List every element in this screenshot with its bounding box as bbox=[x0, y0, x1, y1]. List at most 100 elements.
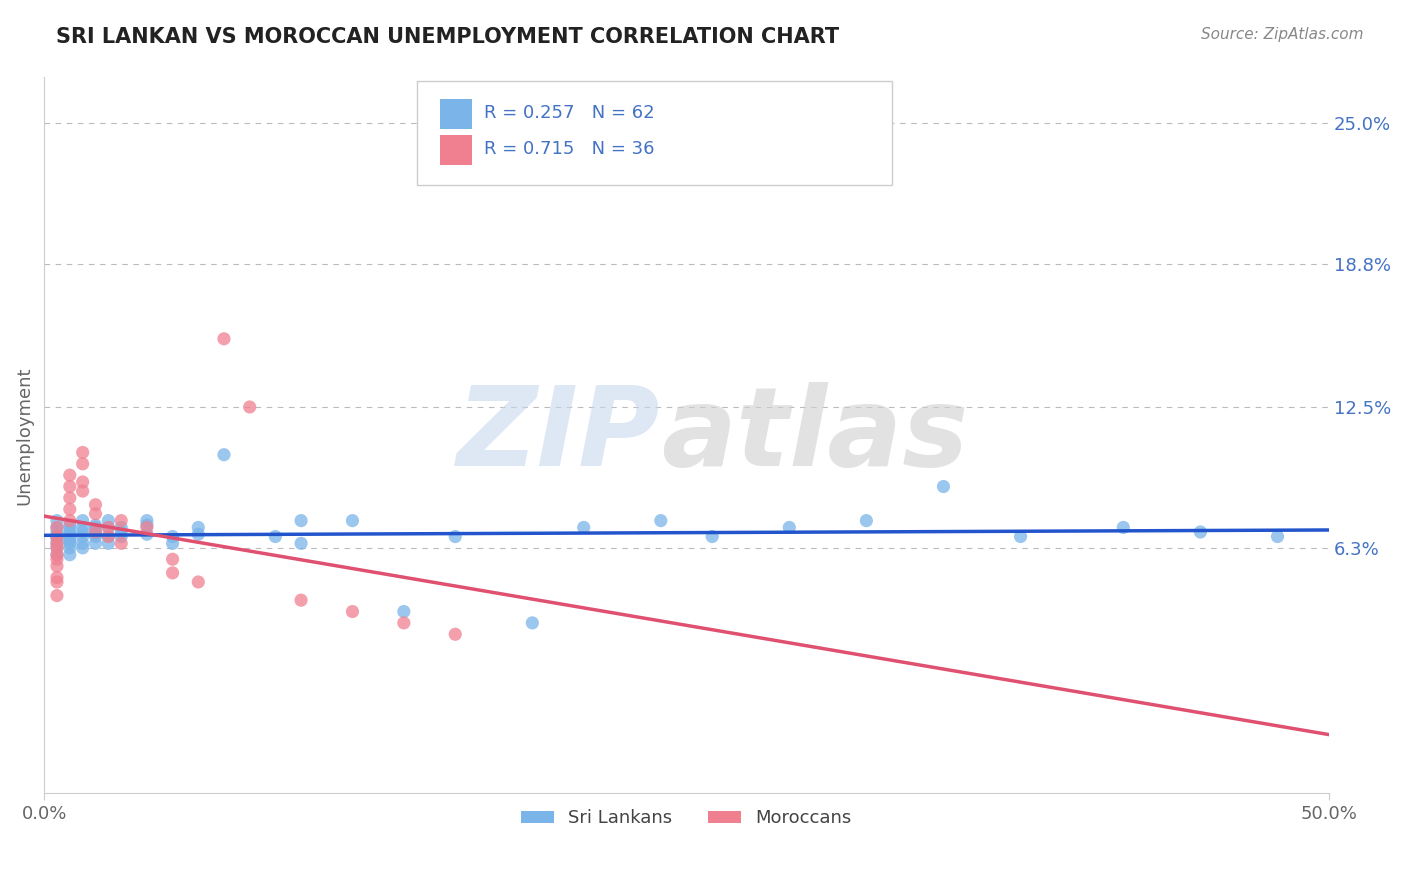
Point bbox=[342, 605, 364, 619]
Point bbox=[855, 514, 877, 528]
Point bbox=[290, 514, 312, 528]
Point bbox=[162, 552, 184, 566]
Point bbox=[46, 536, 69, 550]
Point bbox=[84, 524, 107, 539]
Text: SRI LANKAN VS MOROCCAN UNEMPLOYMENT CORRELATION CHART: SRI LANKAN VS MOROCCAN UNEMPLOYMENT CORR… bbox=[56, 27, 839, 46]
Point bbox=[59, 518, 82, 533]
Point bbox=[46, 514, 69, 528]
Point bbox=[444, 529, 467, 543]
Bar bbox=[440, 99, 472, 129]
Point bbox=[650, 514, 672, 528]
Point bbox=[97, 529, 120, 543]
Point bbox=[72, 524, 94, 539]
Point bbox=[46, 532, 69, 546]
Point bbox=[84, 520, 107, 534]
Point bbox=[46, 520, 69, 534]
Point bbox=[84, 498, 107, 512]
Point bbox=[162, 566, 184, 580]
Point bbox=[1010, 529, 1032, 543]
Point bbox=[135, 527, 157, 541]
Point bbox=[572, 520, 595, 534]
Point bbox=[46, 520, 69, 534]
Point bbox=[522, 615, 544, 630]
Point bbox=[59, 527, 82, 541]
Point bbox=[342, 514, 364, 528]
Point bbox=[702, 529, 724, 543]
Point bbox=[72, 514, 94, 528]
Point bbox=[46, 529, 69, 543]
Point bbox=[392, 605, 415, 619]
Point bbox=[59, 520, 82, 534]
Text: ZIP: ZIP bbox=[457, 382, 661, 489]
Point bbox=[46, 536, 69, 550]
Point bbox=[59, 536, 82, 550]
Point bbox=[59, 468, 82, 483]
Point bbox=[932, 479, 955, 493]
Point bbox=[46, 541, 69, 555]
Point bbox=[72, 484, 94, 499]
Point bbox=[59, 532, 82, 546]
Legend: Sri Lankans, Moroccans: Sri Lankans, Moroccans bbox=[515, 802, 859, 834]
Point bbox=[72, 520, 94, 534]
Point bbox=[59, 479, 82, 493]
Point bbox=[72, 529, 94, 543]
Point bbox=[46, 529, 69, 543]
Point bbox=[59, 548, 82, 562]
Point bbox=[1267, 529, 1289, 543]
Point bbox=[162, 529, 184, 543]
Point bbox=[46, 548, 69, 562]
Point bbox=[84, 518, 107, 533]
Text: R = 0.257   N = 62: R = 0.257 N = 62 bbox=[484, 104, 654, 122]
Point bbox=[97, 514, 120, 528]
Point bbox=[46, 559, 69, 574]
Point bbox=[187, 527, 209, 541]
Point bbox=[290, 536, 312, 550]
Text: atlas: atlas bbox=[661, 382, 969, 489]
Point bbox=[46, 548, 69, 562]
Point bbox=[84, 527, 107, 541]
Point bbox=[1112, 520, 1135, 534]
Point bbox=[162, 536, 184, 550]
Point bbox=[239, 400, 262, 414]
Point bbox=[72, 457, 94, 471]
Point bbox=[59, 514, 82, 528]
Point bbox=[444, 627, 467, 641]
Point bbox=[110, 524, 132, 539]
Point bbox=[97, 520, 120, 534]
Point bbox=[135, 518, 157, 533]
Text: R = 0.715   N = 36: R = 0.715 N = 36 bbox=[484, 140, 654, 158]
Point bbox=[110, 514, 132, 528]
Point bbox=[110, 536, 132, 550]
Point bbox=[84, 524, 107, 539]
Point bbox=[59, 529, 82, 543]
Point bbox=[135, 514, 157, 528]
Point bbox=[778, 520, 800, 534]
Point bbox=[110, 529, 132, 543]
Point bbox=[84, 536, 107, 550]
Point bbox=[59, 524, 82, 539]
Point bbox=[84, 529, 107, 543]
Text: Source: ZipAtlas.com: Source: ZipAtlas.com bbox=[1201, 27, 1364, 42]
Point bbox=[72, 536, 94, 550]
Point bbox=[84, 507, 107, 521]
Bar bbox=[440, 135, 472, 165]
Point bbox=[46, 524, 69, 539]
Point bbox=[46, 570, 69, 584]
Point bbox=[97, 520, 120, 534]
Point bbox=[59, 534, 82, 549]
Point bbox=[264, 529, 287, 543]
Point bbox=[72, 445, 94, 459]
Point bbox=[59, 491, 82, 505]
Point bbox=[46, 589, 69, 603]
Point bbox=[212, 448, 235, 462]
Point bbox=[1189, 524, 1212, 539]
Point bbox=[110, 520, 132, 534]
Point bbox=[392, 615, 415, 630]
Y-axis label: Unemployment: Unemployment bbox=[15, 366, 32, 505]
Point bbox=[212, 332, 235, 346]
FancyBboxPatch shape bbox=[416, 81, 891, 185]
Point bbox=[46, 574, 69, 589]
Point bbox=[59, 502, 82, 516]
Point bbox=[290, 593, 312, 607]
Point bbox=[97, 529, 120, 543]
